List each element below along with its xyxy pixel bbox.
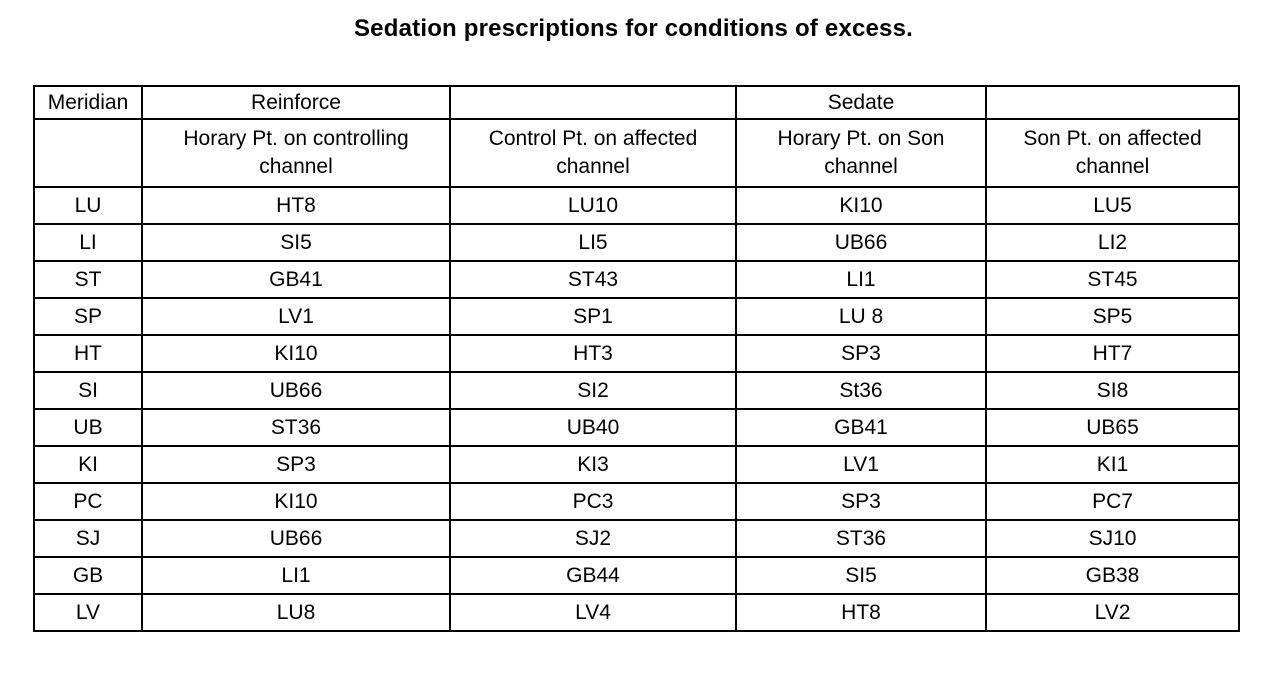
meridian-cell: ST [33,260,143,299]
value-cell: ST43 [449,260,737,299]
meridian-cell: LV [33,593,143,632]
table-row: SI UB66 SI2 St36 SI8 [33,371,1240,410]
meridian-cell: LU [33,186,143,225]
table-row: SJ UB66 SJ2 ST36 SJ10 [33,519,1240,558]
meridian-cell: KI [33,445,143,484]
value-cell: SJ10 [985,519,1240,558]
group-header-row: Meridian Reinforce Sedate [33,85,1240,120]
table-row: LI SI5 LI5 UB66 LI2 [33,223,1240,262]
subheader-horary-son: Horary Pt. on Son channel [735,118,987,188]
value-cell: UB66 [141,519,451,558]
header-meridian: Meridian [33,85,143,120]
value-cell: LU 8 [735,297,987,336]
value-cell: SI5 [141,223,451,262]
value-cell: HT3 [449,334,737,373]
value-cell: SP3 [735,482,987,521]
value-cell: ST45 [985,260,1240,299]
table-row: KI SP3 KI3 LV1 KI1 [33,445,1240,484]
value-cell: LV1 [735,445,987,484]
meridian-cell: GB [33,556,143,595]
value-cell: LV2 [985,593,1240,632]
value-cell: LU5 [985,186,1240,225]
value-cell: GB41 [141,260,451,299]
sub-header-row: Horary Pt. on controlling channel Contro… [33,118,1240,188]
value-cell: SP1 [449,297,737,336]
value-cell: LV4 [449,593,737,632]
subheader-son-affected: Son Pt. on affected channel [985,118,1240,188]
value-cell: KI3 [449,445,737,484]
value-cell: HT8 [735,593,987,632]
page-title: Sedation prescriptions for conditions of… [353,15,914,42]
value-cell: SI8 [985,371,1240,410]
value-cell: SP5 [985,297,1240,336]
value-cell: GB38 [985,556,1240,595]
value-cell: St36 [735,371,987,410]
table-row: GB LI1 GB44 SI5 GB38 [33,556,1240,595]
subheader-meridian-empty [33,118,143,188]
value-cell: LI1 [735,260,987,299]
value-cell: GB41 [735,408,987,447]
value-cell: LV1 [141,297,451,336]
meridian-cell: UB [33,408,143,447]
value-cell: ST36 [141,408,451,447]
value-cell: GB44 [449,556,737,595]
value-cell: LU10 [449,186,737,225]
value-cell: HT8 [141,186,451,225]
value-cell: KI1 [985,445,1240,484]
table-row: PC KI10 PC3 SP3 PC7 [33,482,1240,521]
header-reinforce-spacer [449,85,737,120]
value-cell: SJ2 [449,519,737,558]
value-cell: LI5 [449,223,737,262]
value-cell: SI5 [735,556,987,595]
meridian-cell: LI [33,223,143,262]
table-row: UB ST36 UB40 GB41 UB65 [33,408,1240,447]
header-reinforce: Reinforce [141,85,451,120]
value-cell: SI2 [449,371,737,410]
value-cell: KI10 [735,186,987,225]
value-cell: UB40 [449,408,737,447]
value-cell: UB66 [735,223,987,262]
value-cell: LU8 [141,593,451,632]
value-cell: SP3 [735,334,987,373]
table-row: ST GB41 ST43 LI1 ST45 [33,260,1240,299]
table-row: HT KI10 HT3 SP3 HT7 [33,334,1240,373]
value-cell: SP3 [141,445,451,484]
header-sedate: Sedate [735,85,987,120]
value-cell: KI10 [141,482,451,521]
table-row: LU HT8 LU10 KI10 LU5 [33,186,1240,225]
subheader-control-affected: Control Pt. on affected channel [449,118,737,188]
meridian-cell: SJ [33,519,143,558]
value-cell: LI1 [141,556,451,595]
sedation-prescriptions-table: Meridian Reinforce Sedate Horary Pt. on … [33,85,1240,632]
meridian-cell: HT [33,334,143,373]
value-cell: UB66 [141,371,451,410]
table-row: SP LV1 SP1 LU 8 SP5 [33,297,1240,336]
table-row: LV LU8 LV4 HT8 LV2 [33,593,1240,632]
value-cell: PC7 [985,482,1240,521]
value-cell: KI10 [141,334,451,373]
value-cell: ST36 [735,519,987,558]
subheader-horary-controlling: Horary Pt. on controlling channel [141,118,451,188]
value-cell: PC3 [449,482,737,521]
value-cell: LI2 [985,223,1240,262]
value-cell: HT7 [985,334,1240,373]
meridian-cell: SI [33,371,143,410]
meridian-cell: SP [33,297,143,336]
meridian-cell: PC [33,482,143,521]
header-sedate-spacer [985,85,1240,120]
value-cell: UB65 [985,408,1240,447]
